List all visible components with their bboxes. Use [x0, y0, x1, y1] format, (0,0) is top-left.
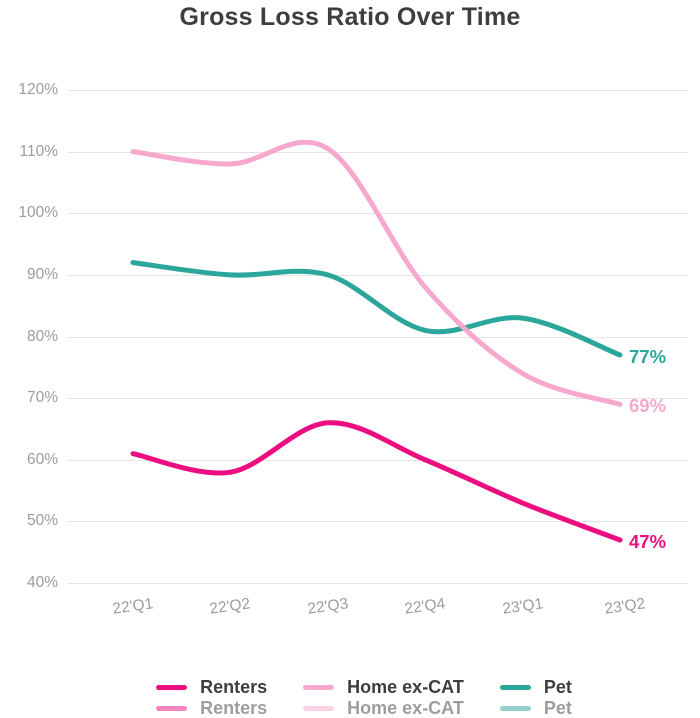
chart-title: Gross Loss Ratio Over Time [179, 3, 521, 31]
series-line-home-ex-cat [130, 139, 623, 407]
legend-swatch-home-ex-cat [303, 705, 335, 712]
legend-swatch-pet [499, 684, 531, 691]
y-tick-label: 80% [26, 328, 58, 345]
gridline-90 [68, 275, 688, 276]
legend-item-pet: Pet [499, 677, 572, 697]
end-label-renters: 47% [629, 530, 667, 552]
y-tick-label: 40% [26, 574, 58, 591]
y-tick-label: 50% [26, 512, 58, 529]
legend-label-pet: Pet [543, 698, 572, 718]
legend-clipped-row: Renters Home ex-CAT Pet [14, 699, 700, 718]
gridline-100 [68, 213, 688, 214]
legend-label-home-ex-cat: Home ex-CAT [347, 698, 464, 718]
series-lines [130, 139, 623, 543]
legend-item-home-ex-cat: Home ex-CAT [303, 699, 464, 718]
legend: Renters Home ex-CAT Pet [14, 678, 700, 697]
y-tick-label: 60% [26, 451, 58, 468]
x-tick-label: 22'Q3 [306, 595, 350, 618]
gridline-120 [68, 90, 688, 91]
legend-label-pet: Pet [543, 677, 572, 697]
legend-label-home-ex-cat: Home ex-CAT [347, 677, 464, 697]
y-tick-label: 120% [18, 81, 58, 98]
y-tick-label: 70% [26, 389, 58, 406]
x-tick-label: 23'Q1 [501, 595, 545, 618]
legend-item-renters: Renters [156, 699, 267, 718]
legend-swatch-renters [156, 705, 188, 712]
legend-swatch-renters [156, 684, 188, 691]
x-tick-label: 22'Q2 [208, 595, 252, 618]
series-line-pet [130, 260, 623, 358]
gridline-60 [68, 460, 688, 461]
legend-label-renters: Renters [200, 698, 268, 718]
legend-swatch-home-ex-cat [303, 684, 335, 691]
x-tick-label: 22'Q4 [403, 595, 447, 618]
x-tick-label: 23'Q2 [603, 595, 647, 618]
gridline-80 [68, 337, 688, 338]
legend-label-renters: Renters [200, 677, 268, 697]
end-label-home-ex-cat: 69% [629, 395, 667, 417]
legend-swatch-pet [499, 705, 531, 712]
gridline-40 [68, 583, 688, 584]
legend-item-pet: Pet [499, 698, 572, 718]
legend-item-home-ex-cat: Home ex-CAT [303, 678, 464, 697]
x-tick-label: 22'Q1 [111, 595, 155, 618]
gridline-110 [68, 152, 688, 153]
legend-item-renters: Renters [156, 678, 267, 697]
gridline-70 [68, 398, 688, 399]
gridline-50 [68, 521, 688, 522]
y-tick-label: 100% [18, 204, 58, 221]
end-label-pet: 77% [629, 346, 667, 368]
series-line-renters [130, 420, 623, 543]
y-tick-label: 110% [19, 143, 59, 160]
y-tick-label: 90% [26, 266, 58, 283]
